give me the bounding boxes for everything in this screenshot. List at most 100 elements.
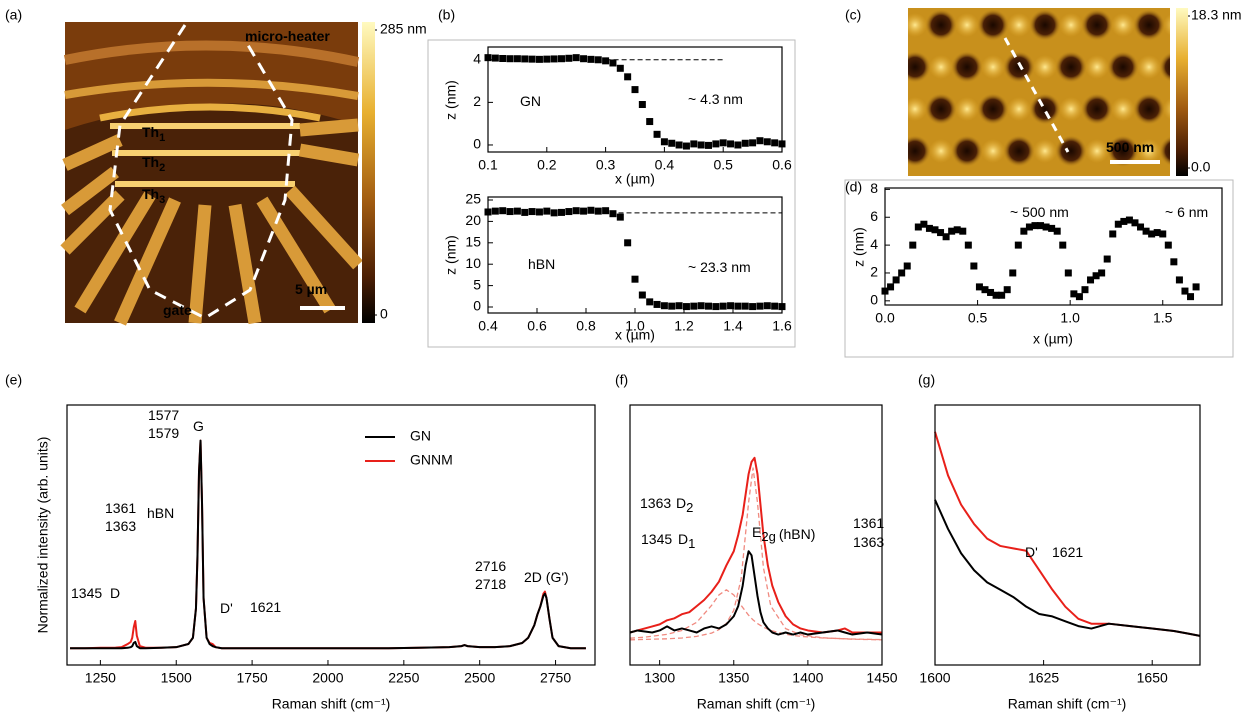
marker	[1042, 223, 1050, 231]
marker	[925, 224, 933, 232]
marker	[565, 54, 573, 62]
marker	[1120, 217, 1128, 225]
marker	[1020, 227, 1028, 235]
plot-frame	[934, 404, 1201, 666]
image-label: Th2	[142, 154, 165, 174]
marker	[1081, 286, 1089, 294]
marker	[741, 302, 749, 310]
annotation: ~ 500 nm	[1010, 204, 1069, 220]
y-axis-label: z (nm)	[851, 227, 867, 267]
marker	[660, 302, 668, 310]
annotation: ~ 23.3 nm	[688, 259, 751, 275]
x-axis-label: x (µm)	[1033, 331, 1073, 347]
marker	[734, 302, 742, 310]
annotation-text: 1363	[640, 495, 671, 511]
marker	[528, 55, 536, 63]
marker	[763, 138, 771, 146]
x-tick-label: 1600	[919, 670, 950, 686]
marker	[550, 55, 558, 63]
annotation: 1621	[1052, 544, 1083, 560]
annotation-text: 1361	[853, 515, 884, 531]
marker	[587, 55, 595, 63]
marker	[959, 227, 967, 235]
x-axis-label: x (µm)	[615, 327, 655, 343]
series-line	[934, 499, 1201, 637]
marker	[513, 207, 521, 215]
marker	[631, 86, 639, 94]
annotation-text: 1361	[105, 500, 136, 516]
marker	[491, 54, 499, 62]
marker	[987, 288, 995, 296]
x-tick-label: 0.6	[527, 318, 547, 334]
marker	[1170, 258, 1178, 266]
panel-label: (e)	[5, 372, 22, 388]
marker	[675, 141, 683, 149]
annotation-text: 1621	[1052, 544, 1083, 560]
marker	[1075, 293, 1083, 301]
plot-area	[488, 197, 782, 313]
annotation: D1	[678, 531, 695, 552]
x-tick-label: 1.0	[625, 318, 645, 334]
image-label-text: Th	[142, 124, 159, 140]
image-label-text: 5 µm	[295, 281, 327, 297]
image-label-text: Th	[142, 186, 159, 202]
marker	[675, 302, 683, 310]
marker	[898, 269, 906, 277]
y-tick-label: 20	[465, 212, 481, 228]
x-tick-label: 1450	[866, 670, 897, 686]
image-label: Th3	[142, 186, 165, 206]
marker	[580, 207, 588, 215]
annotation-text: 2D (G')	[524, 569, 569, 585]
y-axis-label: z (nm)	[443, 80, 459, 120]
annotation: ~ 4.3 nm	[688, 91, 743, 107]
x-tick-label: 0.5	[713, 157, 733, 173]
plot-area	[630, 405, 882, 665]
marker	[1142, 227, 1150, 235]
x-tick-label: 1400	[792, 670, 823, 686]
marker	[638, 101, 646, 109]
x-axis-label: Raman shift (cm⁻¹)	[697, 696, 816, 712]
marker	[705, 141, 712, 149]
annotation: D'	[220, 600, 233, 616]
marker	[550, 209, 558, 217]
marker	[535, 55, 543, 63]
marker	[646, 298, 654, 306]
x-tick-label: 1750	[237, 670, 268, 686]
annotation-text: D	[676, 495, 686, 511]
x-tick-label: 1350	[718, 670, 749, 686]
x-tick-label: 1625	[1028, 670, 1059, 686]
marker	[914, 223, 922, 231]
marker	[763, 302, 771, 310]
marker	[499, 55, 507, 63]
marker	[565, 208, 573, 216]
marker	[499, 207, 507, 215]
panel-frame	[427, 39, 796, 348]
annotation-after: (hBN)	[779, 526, 816, 542]
annotation: hBN	[147, 505, 174, 521]
y-tick-label: 0	[473, 298, 481, 314]
panel-label: (g)	[918, 372, 935, 388]
x-tick-label: 1.2	[674, 318, 694, 334]
annotation: 2D (G')	[524, 569, 569, 585]
image-label-text: Th	[142, 154, 159, 170]
marker	[1059, 241, 1067, 249]
marker	[682, 303, 690, 311]
marker	[1131, 219, 1139, 227]
marker	[705, 302, 712, 310]
annotation: 1363	[105, 518, 136, 534]
panel-label: (b)	[438, 7, 455, 23]
marker	[1137, 223, 1145, 231]
plot-frame	[629, 404, 883, 666]
marker	[1098, 269, 1106, 277]
annotation: D'	[1025, 544, 1038, 560]
plot-frame	[66, 404, 596, 666]
marker	[1053, 227, 1061, 235]
annotation: 1345	[641, 531, 672, 547]
image-label-sub: 2	[159, 162, 165, 174]
image-label-text: micro-heater	[245, 28, 330, 44]
marker	[727, 302, 735, 310]
colorbar-label: 285 nm	[380, 21, 427, 37]
image-label: 500 nm	[1106, 139, 1154, 155]
y-tick-label: 0	[870, 292, 878, 308]
marker	[682, 142, 690, 150]
